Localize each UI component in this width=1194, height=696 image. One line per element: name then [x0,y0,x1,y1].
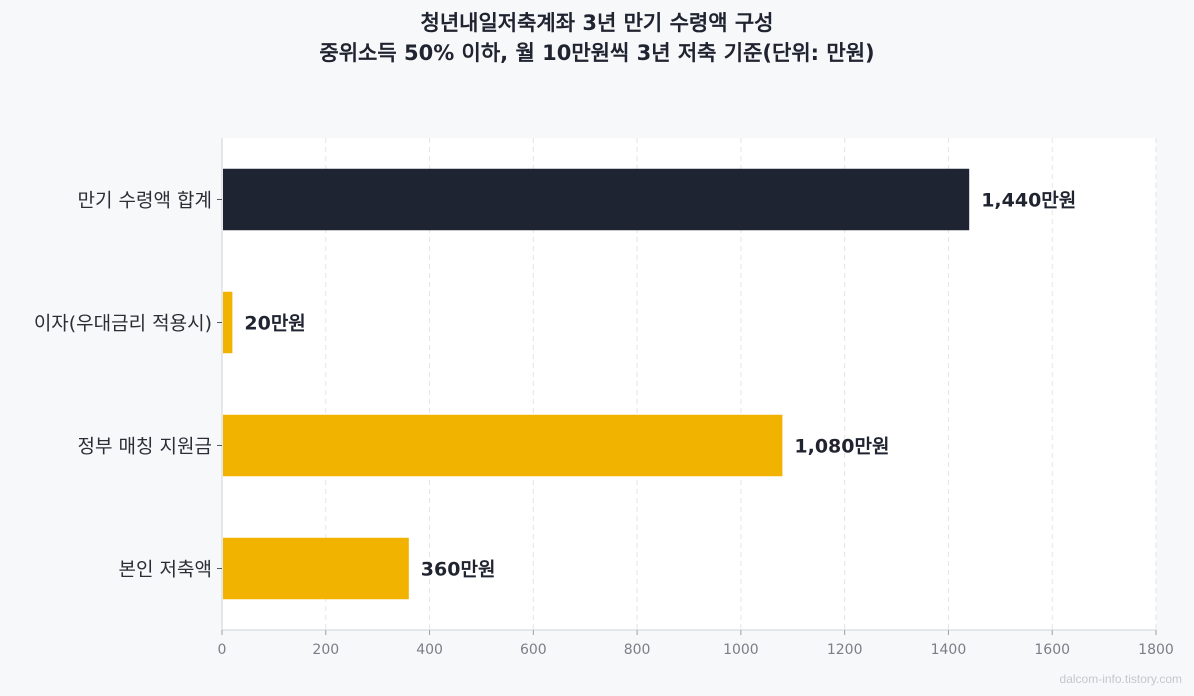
bar-value-label: 20만원 [244,313,305,335]
x-tick-label: 400 [416,642,443,658]
y-category-label: 본인 저축액 [119,559,212,581]
bars [223,168,970,600]
bar [223,537,409,600]
chart-title-line-1: 청년내일저축계좌 3년 만기 수령액 구성 [420,11,774,35]
chart-subtitle: 중위소득 50% 이하, 월 10만원씩 3년 저축 기준(단위: 만원) [319,41,875,65]
bar [223,291,233,354]
y-category-label: 만기 수령액 합계 [78,190,212,212]
data-labels: 1,440만원 20만원 1,080만원 360만원 [244,190,1076,581]
x-tick-label: 0 [218,642,227,658]
x-axis-ticks: 0 200 400 600 800 1000 1200 1400 1600 1800 [218,630,1174,658]
watermark: dalcom-info.tistory.com [1059,672,1182,686]
chart-title: 청년내일저축계좌 3년 만기 수령액 구성 중위소득 50% 이하, 월 10만… [0,8,1194,68]
bar [223,168,970,231]
y-category-label: 정부 매칭 지원금 [78,436,212,458]
x-tick-label: 600 [520,642,547,658]
x-tick-label: 1000 [723,642,759,658]
bar-value-label: 360만원 [421,559,496,581]
x-tick-label: 1600 [1034,642,1070,658]
x-tick-label: 200 [312,642,339,658]
x-tick-label: 1800 [1138,642,1174,658]
bar-value-label: 1,080만원 [794,436,889,458]
x-tick-label: 800 [624,642,651,658]
x-tick-label: 1400 [931,642,967,658]
bar-value-label: 1,440만원 [981,190,1076,212]
x-tick-label: 1200 [827,642,863,658]
bar [223,414,783,477]
y-category-label: 이자(우대금리 적용시) [34,313,212,335]
